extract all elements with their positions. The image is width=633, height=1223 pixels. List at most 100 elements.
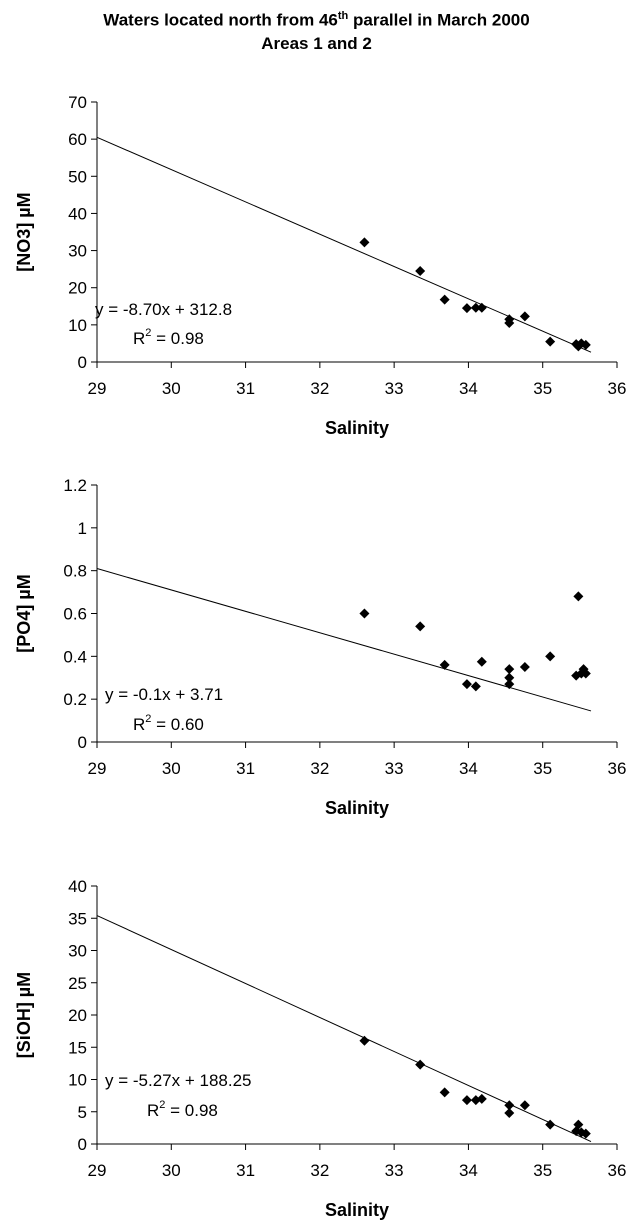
- trendline-equation: y = -5.27x + 188.25: [105, 1071, 252, 1090]
- data-point: [359, 1035, 370, 1046]
- x-tick-label: 34: [459, 1161, 478, 1180]
- r-squared-label: R2 = 0.60: [133, 713, 204, 734]
- x-tick-label: 34: [459, 379, 478, 398]
- y-tick-label: 0.2: [63, 690, 87, 709]
- x-tick-label: 33: [385, 759, 404, 778]
- x-tick-label: 33: [385, 1161, 404, 1180]
- x-axis-label: Salinity: [325, 798, 389, 818]
- y-tick-label: 70: [68, 93, 87, 112]
- x-tick-label: 29: [88, 1161, 107, 1180]
- data-point: [461, 679, 472, 690]
- data-point: [504, 1100, 515, 1111]
- data-point: [545, 336, 556, 347]
- x-tick-label: 33: [385, 379, 404, 398]
- y-tick-label: 0: [78, 733, 87, 752]
- x-tick-label: 35: [533, 759, 552, 778]
- title-superscript: th: [337, 10, 349, 22]
- data-point: [545, 1119, 556, 1130]
- x-tick-label: 32: [310, 759, 329, 778]
- trendline-equation: y = -8.70x + 312.8: [95, 300, 232, 319]
- y-tick-label: 0.8: [63, 562, 87, 581]
- x-tick-label: 31: [236, 1161, 255, 1180]
- data-point: [439, 1087, 450, 1098]
- x-tick-label: 34: [459, 759, 478, 778]
- data-point: [439, 659, 450, 670]
- y-tick-label: 40: [68, 204, 87, 223]
- y-tick-label: 40: [68, 877, 87, 896]
- data-point: [580, 339, 591, 350]
- data-point: [504, 1108, 515, 1119]
- y-tick-label: 10: [68, 316, 87, 335]
- y-tick-label: 25: [68, 974, 87, 993]
- r-squared-value: = 0.98: [165, 1101, 217, 1120]
- x-tick-label: 32: [310, 379, 329, 398]
- x-tick-label: 31: [236, 379, 255, 398]
- title-text-continued: parallel in March 2000: [348, 10, 530, 30]
- data-point: [461, 303, 472, 314]
- x-axis-label: Salinity: [325, 418, 389, 438]
- data-point: [415, 621, 426, 632]
- x-tick-label: 35: [533, 1161, 552, 1180]
- data-point: [415, 1059, 426, 1070]
- y-axis-label: [NO3] µM: [14, 192, 34, 271]
- y-tick-label: 0.6: [63, 605, 87, 624]
- data-point: [461, 1095, 472, 1106]
- figure-title-line-2: Areas 1 and 2: [261, 34, 372, 53]
- data-point: [545, 651, 556, 662]
- r-squared-value: = 0.60: [151, 715, 203, 734]
- y-tick-label: 0.4: [63, 647, 87, 666]
- data-point: [504, 664, 515, 675]
- y-tick-label: 1.2: [63, 476, 87, 495]
- r-squared-symbol: R: [133, 715, 145, 734]
- y-tick-label: 20: [68, 279, 87, 298]
- data-point: [470, 302, 481, 313]
- data-point: [573, 591, 584, 602]
- y-axis-label: [PO4] µM: [14, 574, 34, 652]
- r-squared-superscript: 2: [145, 713, 151, 725]
- y-tick-label: 0: [78, 353, 87, 372]
- y-tick-label: 30: [68, 942, 87, 961]
- x-tick-label: 29: [88, 379, 107, 398]
- y-tick-label: 10: [68, 1071, 87, 1090]
- y-tick-label: 1: [78, 519, 87, 538]
- x-tick-label: 29: [88, 759, 107, 778]
- x-tick-label: 30: [162, 759, 181, 778]
- trendline: [96, 136, 592, 353]
- data-point: [504, 679, 515, 690]
- r-squared-superscript: 2: [159, 1099, 165, 1111]
- x-tick-label: 30: [162, 379, 181, 398]
- x-tick-label: 31: [236, 759, 255, 778]
- data-point: [470, 681, 481, 692]
- figure-title-line-1: Waters located north from 46th parallel …: [0, 10, 633, 31]
- chart-2: 0 0.2 0.4 0.6 0.8 1 1.2 29 30 31 32 33 34 35 36 Salinit…: [14, 476, 626, 818]
- data-point: [476, 656, 487, 667]
- data-point: [359, 608, 370, 619]
- r-squared-value: = 0.98: [151, 329, 203, 348]
- data-point: [519, 662, 530, 673]
- r-squared-symbol: R: [147, 1101, 159, 1120]
- r-squared-superscript: 2: [145, 327, 151, 339]
- y-tick-label: 20: [68, 1006, 87, 1025]
- y-tick-label: 0: [78, 1135, 87, 1154]
- x-tick-label: 35: [533, 379, 552, 398]
- title-text: Waters located north from 46: [103, 10, 338, 30]
- data-point: [519, 1100, 530, 1111]
- chart-1: 0 10 20 30 40 50 60 70 29 30 31 32 33 34 35 36 Salinity […: [14, 93, 626, 438]
- data-point: [439, 294, 450, 305]
- data-point: [476, 1093, 487, 1104]
- r-squared-symbol: R: [133, 329, 145, 348]
- data-point: [580, 1128, 591, 1139]
- y-tick-label: 5: [78, 1103, 87, 1122]
- x-axis-label: Salinity: [325, 1200, 389, 1220]
- y-tick-label: 60: [68, 130, 87, 149]
- data-point: [519, 311, 530, 322]
- x-tick-label: 36: [608, 759, 627, 778]
- data-point: [573, 1119, 584, 1130]
- y-tick-label: 50: [68, 167, 87, 186]
- x-tick-label: 36: [608, 379, 627, 398]
- data-point: [415, 266, 426, 276]
- y-tick-label: 15: [68, 1038, 87, 1057]
- x-tick-label: 32: [310, 1161, 329, 1180]
